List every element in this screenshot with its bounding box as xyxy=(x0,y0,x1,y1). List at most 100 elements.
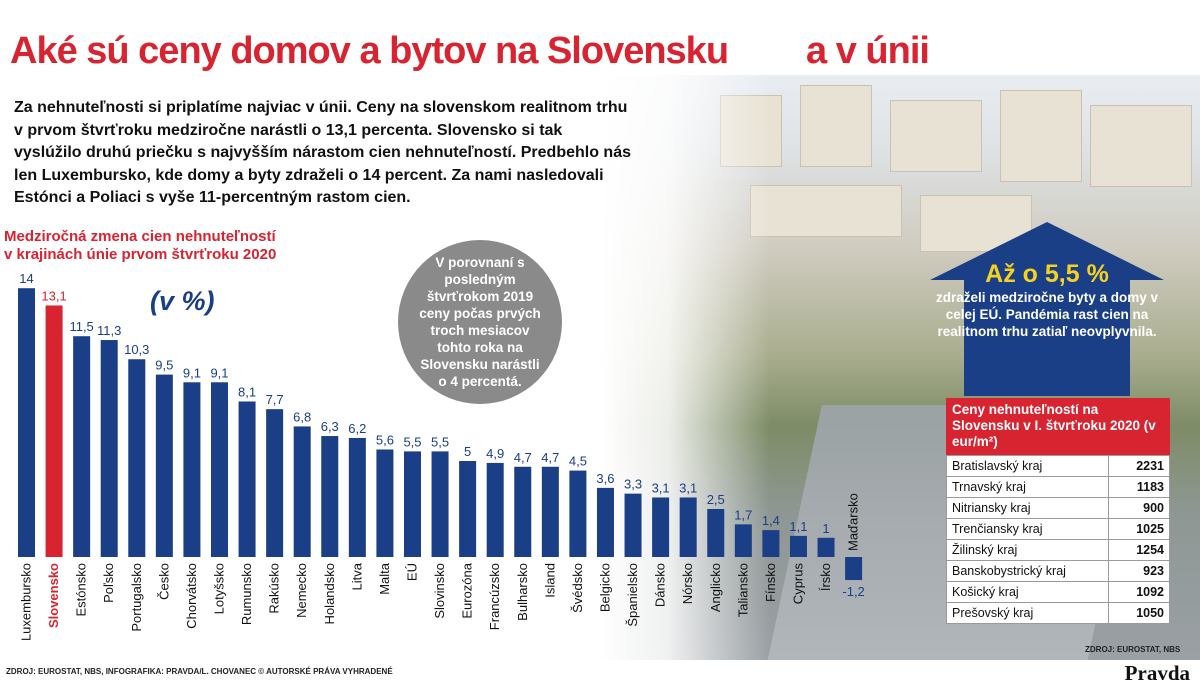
bar-15 xyxy=(431,451,449,557)
bar-3 xyxy=(100,340,118,557)
value-label-11: 6,3 xyxy=(321,419,339,434)
category-label-9: Rakúsko xyxy=(267,563,282,614)
price-table-box: Ceny nehnuteľností na Slovensku v I. štv… xyxy=(946,398,1170,624)
category-label-11: Holandsko xyxy=(322,563,337,624)
arrow-headline: Až o 5,5 % xyxy=(985,260,1109,288)
bar-28 xyxy=(789,535,807,557)
page-title: Aké sú ceny domov a bytov na Slovensku a … xyxy=(10,30,930,73)
region-price: 1254 xyxy=(1108,539,1170,561)
bar-7 xyxy=(210,382,228,557)
value-label-26: 1,7 xyxy=(734,507,752,522)
value-label-21: 3,6 xyxy=(596,471,614,486)
table-row: Nitriansky kraj 900 xyxy=(946,497,1170,519)
photo-fade xyxy=(600,75,770,660)
bar-14 xyxy=(403,451,421,557)
building-shape xyxy=(800,85,872,167)
region-name: Banskobystrický kraj xyxy=(946,560,1109,582)
value-label-12: 6,2 xyxy=(348,421,366,436)
category-label-2: Estónsko xyxy=(74,563,89,616)
category-label-15: Slovinsko xyxy=(432,563,447,619)
value-label-6: 9,1 xyxy=(183,365,201,380)
region-price: 1092 xyxy=(1108,581,1170,603)
value-label-28: 1,1 xyxy=(789,519,807,534)
pravda-logo: Pravda xyxy=(1124,661,1190,685)
chart-unit-label: (v %) xyxy=(150,286,215,316)
bar-2 xyxy=(73,336,91,557)
bar-12 xyxy=(348,437,366,557)
category-label-6: Chorvátsko xyxy=(184,563,199,629)
bar-13 xyxy=(376,449,394,557)
bar-1 xyxy=(45,305,63,557)
bar-11 xyxy=(321,436,339,557)
bar-8 xyxy=(238,401,256,557)
value-label-13: 5,6 xyxy=(376,432,394,447)
table-row: Trenčiansky kraj 1025 xyxy=(946,518,1170,540)
bar-16 xyxy=(459,461,477,557)
value-label-30: -1,2 xyxy=(842,584,864,599)
value-label-24: 3,1 xyxy=(679,480,697,495)
price-table: Bratislavský kraj 2231 Trnavský kraj 1183 Ni… xyxy=(946,455,1170,624)
category-label-30: Maďarsko xyxy=(846,493,861,551)
price-table-title: Ceny nehnuteľností na Slovensku v I. štv… xyxy=(946,398,1170,455)
bar-9 xyxy=(266,409,284,557)
value-label-14: 5,5 xyxy=(403,434,421,449)
value-label-7: 9,1 xyxy=(210,365,228,380)
category-label-22: Španielsko xyxy=(625,563,640,627)
bar-21 xyxy=(596,487,614,557)
title-part-2: a v únii xyxy=(806,30,930,72)
table-source: ZDROJ: EUROSTAT, NBS xyxy=(1085,645,1181,654)
bar-20 xyxy=(569,470,587,557)
value-label-19: 4,7 xyxy=(541,450,559,465)
bubble-text: V porovnaní s posledným štvrťrokom 2019 … xyxy=(419,255,541,389)
category-label-1: Slovensko xyxy=(46,563,61,628)
bar-5 xyxy=(155,374,173,557)
footer: ZDROJ: EUROSTAT, NBS, INFOGRAFIKA: PRAVD… xyxy=(0,660,1200,686)
category-label-23: Dánsko xyxy=(653,563,668,607)
region-price: 1183 xyxy=(1108,476,1170,498)
table-row: Bratislavský kraj 2231 xyxy=(946,455,1170,477)
up-arrow-callout: Až o 5,5 % zdraželi medziročne byty a do… xyxy=(930,222,1164,396)
building-shape xyxy=(750,185,902,237)
bar-19 xyxy=(541,466,559,557)
region-name: Nitriansky kraj xyxy=(946,497,1109,519)
category-label-29: Írsko xyxy=(818,563,833,591)
value-label-15: 5,5 xyxy=(431,434,449,449)
category-label-0: Luxembursko xyxy=(19,563,34,641)
value-label-17: 4,9 xyxy=(486,446,504,461)
table-row: Banskobystrický kraj 923 xyxy=(946,560,1170,582)
region-name: Košický kraj xyxy=(946,581,1109,603)
category-label-4: Portugalsko xyxy=(129,563,144,632)
region-price: 2231 xyxy=(1108,455,1170,477)
value-label-1: 13,1 xyxy=(41,288,66,303)
bar-27 xyxy=(762,530,780,557)
table-row: Trnavský kraj 1183 xyxy=(946,476,1170,498)
category-label-25: Anglicko xyxy=(708,563,723,612)
category-label-14: EÚ xyxy=(404,563,419,581)
bar-29 xyxy=(817,537,835,557)
category-label-18: Bulharsko xyxy=(515,563,530,621)
bar-chart: 14Luxembursko13,1Slovensko11,5Estónsko11… xyxy=(18,271,865,641)
value-label-25: 2,5 xyxy=(707,492,725,507)
bar-17 xyxy=(486,462,504,557)
bar-18 xyxy=(514,466,532,557)
value-label-18: 4,7 xyxy=(514,450,532,465)
category-label-26: Taliansko xyxy=(735,563,750,617)
bar-30 xyxy=(845,557,863,581)
bar-24 xyxy=(679,497,697,557)
region-name: Bratislavský kraj xyxy=(946,455,1109,477)
footer-source: ZDROJ: EUROSTAT, NBS, INFOGRAFIKA: PRAVD… xyxy=(6,667,393,676)
bar-23 xyxy=(652,497,670,557)
category-label-7: Lotyšsko xyxy=(211,563,226,614)
region-price: 1050 xyxy=(1108,602,1170,624)
value-label-22: 3,3 xyxy=(624,477,642,492)
region-name: Trenčiansky kraj xyxy=(946,518,1109,540)
value-label-0: 14 xyxy=(19,271,33,286)
category-label-28: Cyprus xyxy=(790,563,805,605)
category-label-8: Rumunsko xyxy=(239,563,254,625)
value-label-29: 1 xyxy=(822,521,829,536)
info-bubble: V porovnaní s posledným štvrťrokom 2019 … xyxy=(398,240,562,404)
category-label-21: Belgicko xyxy=(597,563,612,612)
value-label-27: 1,4 xyxy=(762,513,780,528)
bar-22 xyxy=(624,493,642,557)
bar-0 xyxy=(18,288,35,557)
